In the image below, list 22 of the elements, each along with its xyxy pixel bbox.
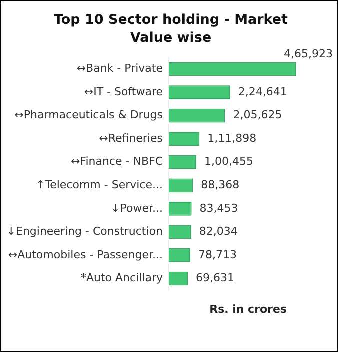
y-tick-label: ↔Automobiles - Passenger... [8, 248, 163, 262]
data-label: 1,11,898 [208, 132, 257, 145]
y-tick-label: ↓Engineering - Construction [6, 225, 164, 238]
y-tick-label: ↔IT - Software [84, 85, 164, 98]
y-tick-label: ↔Bank - Private [76, 62, 164, 76]
y-tick-label: ↔Pharmaceuticals & Drugs [14, 108, 164, 122]
data-label: 88,368 [201, 178, 240, 192]
data-label: 78,713 [198, 248, 238, 262]
y-tick-label: ↑Telecomm - Service... [36, 178, 163, 192]
y-tick-label: ↔Finance - NBFC [70, 155, 164, 168]
y-tick-label: *Auto Ancillary [80, 272, 164, 285]
data-label: 83,453 [200, 202, 238, 215]
text: Rs. in crores [210, 303, 287, 316]
data-label: 82,034 [199, 225, 238, 238]
data-label: 2,24,641 [238, 85, 288, 98]
data-label: 2,05,625 [233, 108, 282, 122]
chart-title: Top 10 Sector holding - Market Value wise [52, 11, 289, 47]
y-tick-label: ↔Refineries [99, 132, 164, 145]
data-label: 1,00,455 [204, 155, 254, 168]
y-tick-label: ↓Power... [111, 202, 163, 215]
data-label: 4,65,923 [284, 48, 333, 61]
data-label: 69,631 [196, 272, 235, 285]
